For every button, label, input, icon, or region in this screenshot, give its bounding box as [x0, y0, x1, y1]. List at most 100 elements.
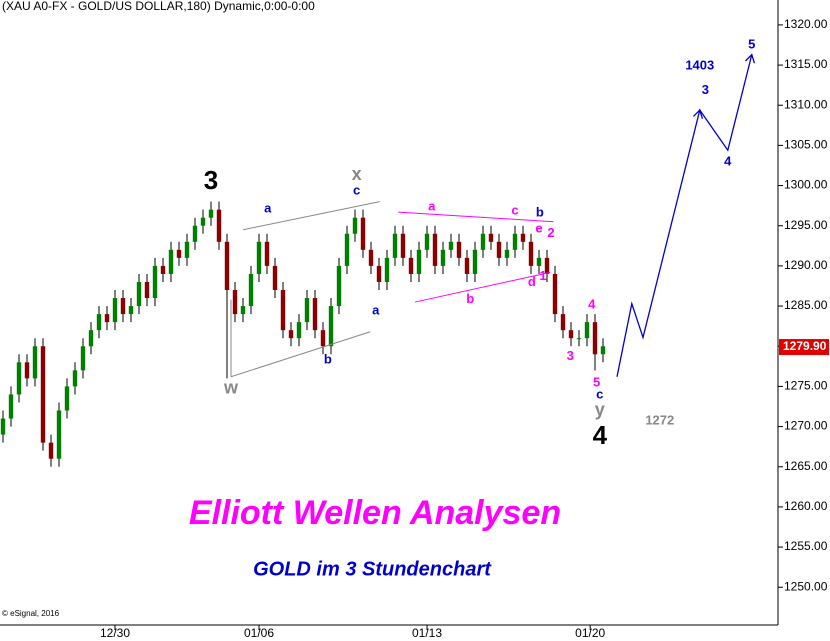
candle-body: [376, 265, 382, 282]
candle-body: [32, 346, 38, 379]
candle-body: [192, 225, 198, 242]
last-price-label: 1279.90: [783, 339, 827, 353]
candle-body: [168, 249, 174, 274]
candle-body: [48, 442, 54, 459]
candle-body: [144, 281, 150, 299]
y-tick-label: 1260.00: [784, 499, 828, 513]
wave-label: d: [528, 274, 536, 289]
candle-body: [504, 249, 510, 258]
candle-body: [200, 217, 206, 226]
trend-line: [414, 271, 551, 303]
candle-body: [56, 410, 62, 459]
candle-body: [544, 257, 550, 274]
candle-body: [312, 298, 318, 331]
candle-body: [208, 209, 214, 218]
candle-body: [568, 330, 574, 339]
candle-body: [16, 362, 22, 395]
wave-label: x: [352, 164, 362, 184]
forecast-line: [616, 54, 753, 377]
candle-body: [560, 314, 566, 331]
candle-body: [360, 217, 366, 250]
y-tick-label: 1295.00: [784, 218, 828, 232]
headline: Elliott Wellen Analysen: [189, 494, 561, 532]
wave-label: 3: [702, 82, 709, 97]
wave-label: c: [353, 183, 360, 198]
wave-label: a: [428, 199, 436, 214]
candle-body: [424, 233, 430, 250]
candle-body: [584, 322, 590, 339]
y-tick-label: 1310.00: [784, 97, 828, 111]
candle-body: [432, 233, 438, 266]
trend-line: [230, 331, 371, 378]
last-price-box: [779, 339, 829, 356]
candle-body: [24, 362, 30, 379]
candle-body: [328, 306, 334, 347]
candle-body: [152, 265, 158, 299]
wave-label: b: [324, 351, 332, 366]
y-tick-label: 1305.00: [784, 138, 828, 152]
candle-body: [448, 241, 454, 250]
candle-body: [72, 370, 78, 387]
wave-label: 2: [547, 225, 554, 240]
wave-label: b: [536, 204, 544, 219]
candle-body: [536, 257, 542, 266]
candle-body: [40, 346, 46, 443]
candle-body: [408, 257, 414, 274]
y-tick-label: 1270.00: [784, 419, 828, 433]
credit: © eSignal, 2016: [2, 609, 60, 618]
candle-body: [304, 298, 310, 323]
wave-label: 4: [724, 154, 732, 169]
candle-body: [104, 314, 110, 323]
y-tick-label: 1265.00: [784, 459, 828, 473]
candle-body: [416, 249, 422, 274]
chart-title: (XAU A0-FX - GOLD/US DOLLAR,180) Dynamic…: [2, 0, 315, 13]
candle-body: [320, 330, 326, 347]
y-tick-label: 1255.00: [784, 539, 828, 553]
candle-body: [512, 233, 518, 250]
candle-body: [0, 418, 6, 435]
candle-body: [280, 290, 286, 331]
candle-body: [88, 330, 94, 347]
wave-label: a: [372, 302, 380, 317]
candle-body: [456, 241, 462, 258]
candle-body: [592, 322, 598, 355]
candle-body: [520, 233, 526, 242]
x-tick-label: 01/20: [575, 626, 605, 640]
candle-body: [552, 273, 558, 315]
candle-body: [272, 265, 278, 291]
wave-label: 3: [204, 165, 218, 195]
forecast-arrow: [692, 108, 704, 119]
y-tick-label: 1320.00: [784, 17, 828, 31]
x-tick-label: 12/30: [100, 626, 130, 640]
y-tick-label: 1290.00: [784, 258, 828, 272]
x-tick-label: 01/13: [412, 626, 442, 640]
trend-line: [398, 211, 554, 223]
y-tick-label: 1250.00: [784, 579, 828, 593]
candle-body: [296, 322, 302, 339]
candle-body: [400, 233, 406, 258]
candle-body: [600, 346, 606, 355]
wave-label: 4: [593, 420, 608, 450]
candle-body: [472, 249, 478, 274]
candle-body: [264, 241, 270, 266]
wave-label: b: [466, 291, 474, 306]
wave-label: 5: [593, 375, 600, 390]
candle-body: [440, 249, 446, 266]
candle-body: [64, 386, 70, 411]
candle-body: [128, 306, 134, 315]
candle-body: [160, 265, 166, 274]
wave-label: 1: [539, 268, 546, 283]
candle-body: [344, 233, 350, 266]
candle-body: [256, 241, 262, 274]
candle-body: [248, 273, 254, 307]
wave-label: a: [264, 200, 272, 215]
candle-body: [176, 249, 182, 258]
forecast-arrow: [744, 53, 756, 64]
candle-body: [384, 257, 390, 282]
candle-body: [496, 241, 502, 258]
candle-body: [480, 233, 486, 250]
candle-body: [184, 241, 190, 258]
candle-body: [136, 281, 142, 307]
